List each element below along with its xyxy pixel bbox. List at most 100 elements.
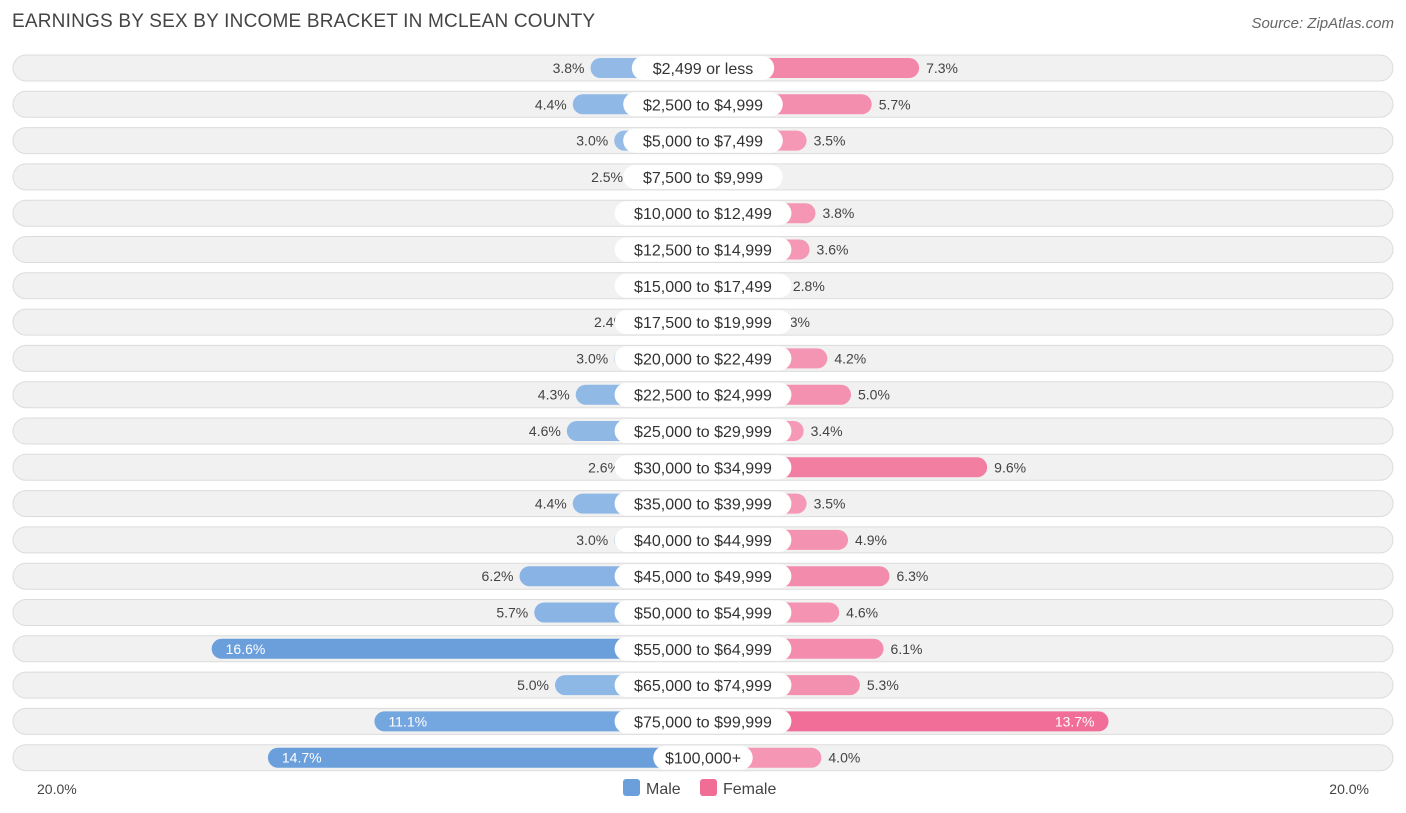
- value-label-female: 7.3%: [926, 60, 958, 76]
- category-pill: [614, 491, 792, 516]
- category-pill: [623, 164, 783, 189]
- value-label-female: 13.7%: [1055, 713, 1095, 729]
- value-label-male: 11.1%: [388, 713, 427, 729]
- category-pill: [631, 56, 775, 80]
- value-label-male: 3.0%: [576, 350, 608, 366]
- value-label-female: 2.8%: [793, 278, 825, 294]
- category-pill: [614, 564, 792, 589]
- category-label: $15,000 to $17,499: [634, 279, 772, 296]
- value-label-male: 4.3%: [538, 387, 570, 403]
- chart-title: EARNINGS BY SEX BY INCOME BRACKET IN MCL…: [12, 11, 596, 32]
- chart-row: 2.6% 9.6% $30,000 to $34,999: [12, 453, 1394, 481]
- category-pill: [614, 709, 792, 734]
- category-label: $40,000 to $44,999: [634, 533, 772, 550]
- value-label-female: 3.5%: [814, 496, 846, 512]
- chart-row: 3.0% 4.9% $40,000 to $44,999: [12, 526, 1394, 554]
- value-label-female: 5.3%: [867, 677, 899, 693]
- category-label: $5,000 to $7,499: [643, 134, 763, 151]
- value-label-male: 2.5%: [591, 169, 623, 185]
- value-label-male: 3.8%: [553, 60, 585, 76]
- category-label: $35,000 to $39,999: [634, 497, 772, 514]
- chart-row: 1.1%2.8%$15,000 to $17,499: [12, 272, 1394, 300]
- chart-row: 16.6% 6.1% $55,000 to $64,999: [12, 635, 1394, 663]
- category-pill: [614, 419, 792, 443]
- chart-row: 14.7% 4.0% $100,000+: [12, 744, 1394, 772]
- value-label-female: 3.4%: [811, 423, 843, 439]
- legend-label-male: Male: [646, 781, 681, 798]
- category-pill: [614, 673, 792, 698]
- category-pill: [623, 92, 783, 117]
- value-label-female: 3.6%: [817, 242, 849, 258]
- category-label: $30,000 to $34,999: [634, 460, 772, 477]
- chart-legend: Male Female: [623, 779, 776, 798]
- legend-swatch-female: [700, 779, 717, 796]
- category-label: $25,000 to $29,999: [634, 424, 772, 441]
- legend-label-female: Female: [723, 781, 776, 798]
- chart-row: 1.6%3.8%$10,000 to $12,499: [12, 199, 1394, 227]
- bar-female: [703, 711, 1109, 732]
- chart-row: 2.5%0.68%$7,500 to $9,999: [12, 163, 1394, 191]
- category-label: $100,000+: [665, 751, 741, 768]
- value-label-male: 5.0%: [517, 677, 549, 693]
- value-label-male: 5.7%: [496, 605, 528, 621]
- axis-label-right: 20.0%: [1329, 781, 1369, 797]
- value-label-female: 4.2%: [834, 350, 866, 366]
- value-label-female: 5.7%: [879, 96, 911, 112]
- chart-row: 6.2% 6.3% $45,000 to $49,999: [12, 562, 1394, 590]
- legend-swatch-male: [623, 779, 640, 796]
- chart-row: 4.4% 3.5% $35,000 to $39,999: [12, 490, 1394, 518]
- chart-row: 11.1% 13.7% $75,000 to $99,999: [12, 707, 1394, 735]
- category-label: $17,500 to $19,999: [634, 315, 772, 332]
- category-pill: [614, 527, 792, 552]
- category-pill: [614, 237, 792, 262]
- chart-row: 3.8% 7.3% $2,499 or less: [12, 54, 1394, 82]
- chart-row: 3.0% 3.5% $5,000 to $7,499: [12, 127, 1394, 155]
- value-label-female: 5.0%: [858, 387, 890, 403]
- category-label: $75,000 to $99,999: [634, 714, 772, 731]
- value-label-female: 6.1%: [891, 641, 923, 657]
- value-label-male: 14.7%: [282, 750, 322, 766]
- chart-rows: 3.8% 7.3% $2,499 or less 4.4% 5.7% $2,500 to …: [12, 54, 1394, 772]
- chart-row: 3.0% 4.2% $20,000 to $22,499: [12, 344, 1394, 372]
- category-label: $50,000 to $54,999: [634, 606, 772, 623]
- axis-label-left: 20.0%: [37, 781, 77, 797]
- bar-male: [211, 638, 703, 659]
- category-label: $22,500 to $24,999: [634, 388, 772, 405]
- category-pill: [623, 128, 783, 153]
- value-label-female: 9.6%: [994, 459, 1026, 475]
- category-label: $45,000 to $49,999: [634, 569, 772, 586]
- category-pill: [653, 745, 753, 770]
- value-label-female: 4.0%: [828, 750, 860, 766]
- value-label-male: 4.4%: [535, 496, 567, 512]
- value-label-male: 2.6%: [588, 459, 620, 475]
- category-label: $7,500 to $9,999: [643, 170, 763, 187]
- value-label-female: 4.6%: [846, 605, 878, 621]
- value-label-female: 3.5%: [814, 133, 846, 149]
- value-label-male: 16.6%: [226, 641, 266, 657]
- chart-row: 4.6% 3.4% $25,000 to $29,999: [12, 417, 1394, 445]
- value-label-male: 4.6%: [529, 423, 561, 439]
- value-label-male: 3.0%: [576, 133, 608, 149]
- chart-row: 4.4% 5.7% $2,500 to $4,999: [12, 90, 1394, 118]
- category-pill: [614, 346, 792, 371]
- chart-row: 5.7% 4.6% $50,000 to $54,999: [12, 599, 1394, 626]
- category-label: $20,000 to $22,499: [634, 351, 772, 368]
- category-pill: [614, 382, 792, 407]
- x-axis: 20.0% 20.0%: [37, 781, 1369, 797]
- category-label: $2,500 to $4,999: [643, 97, 763, 114]
- value-label-female: 3.8%: [822, 205, 854, 221]
- category-label: $10,000 to $12,499: [634, 206, 772, 223]
- category-pill: [614, 310, 792, 335]
- category-label: $12,500 to $14,999: [634, 243, 772, 260]
- chart-source: Source: ZipAtlas.com: [1251, 15, 1394, 32]
- chart-row: 2.4% 2.3%$17,500 to $19,999: [12, 308, 1394, 336]
- value-label-female: 6.3%: [896, 568, 928, 584]
- category-label: $55,000 to $64,999: [634, 642, 772, 659]
- category-label: $65,000 to $74,999: [634, 678, 772, 695]
- bar-male: [267, 747, 703, 768]
- category-pill: [614, 273, 792, 298]
- category-pill: [614, 455, 792, 480]
- category-pill: [614, 201, 792, 226]
- category-label: $2,499 or less: [653, 61, 754, 78]
